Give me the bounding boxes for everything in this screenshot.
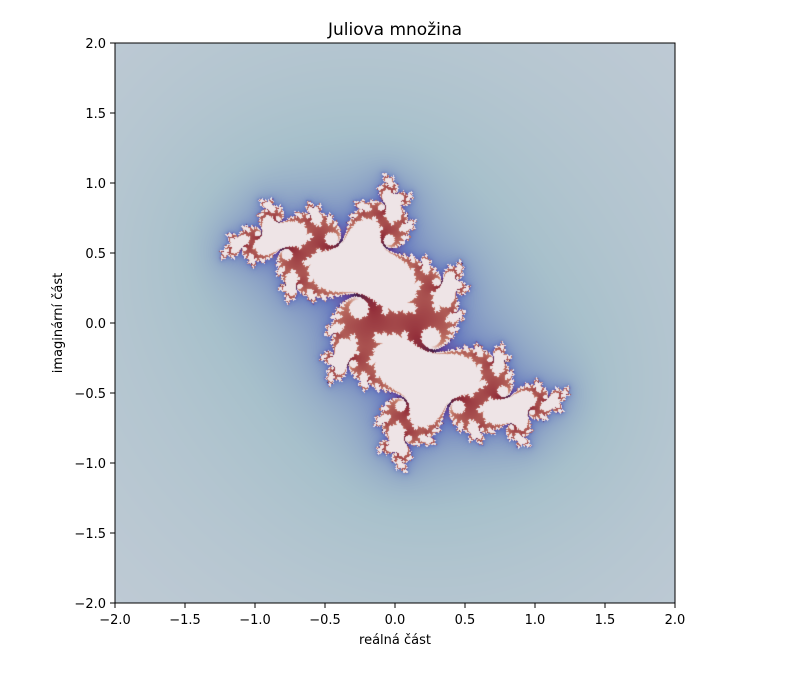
y-tick-label: 1.5 [85, 107, 106, 122]
y-tick-label: 1.0 [85, 177, 106, 192]
y-tick-label: −1.0 [74, 457, 106, 472]
x-tick-label: −0.5 [309, 613, 341, 628]
y-tick-label: 0.0 [85, 317, 106, 332]
x-tick-label: −1.5 [169, 613, 201, 628]
x-tick-label: −2.0 [99, 613, 131, 628]
x-axis-label: reálná část [359, 633, 431, 648]
y-tick-label: −2.0 [74, 597, 106, 612]
y-axis-label: imaginární část [51, 273, 66, 373]
x-tick-label: 0.0 [385, 613, 406, 628]
y-tick-label: 0.5 [85, 247, 106, 262]
x-tick-label: −1.0 [239, 613, 271, 628]
y-tick-label: −0.5 [74, 387, 106, 402]
y-axis-ticks: −2.0 −1.5 −1.0 −0.5 0.0 0.5 1.0 1.5 2.0 [74, 37, 115, 612]
x-tick-label: 1.0 [525, 613, 546, 628]
x-tick-label: 0.5 [455, 613, 476, 628]
y-tick-label: 2.0 [85, 37, 106, 52]
x-tick-label: 2.0 [665, 613, 686, 628]
x-axis-ticks: −2.0 −1.5 −1.0 −0.5 0.0 0.5 1.0 1.5 2.0 [99, 603, 685, 628]
julia-set-heatmap [115, 43, 675, 603]
axes-frame [114, 42, 676, 604]
y-tick-label: −1.5 [74, 527, 106, 542]
chart-title: Juliova množina [327, 20, 462, 40]
x-tick-label: 1.5 [595, 613, 616, 628]
